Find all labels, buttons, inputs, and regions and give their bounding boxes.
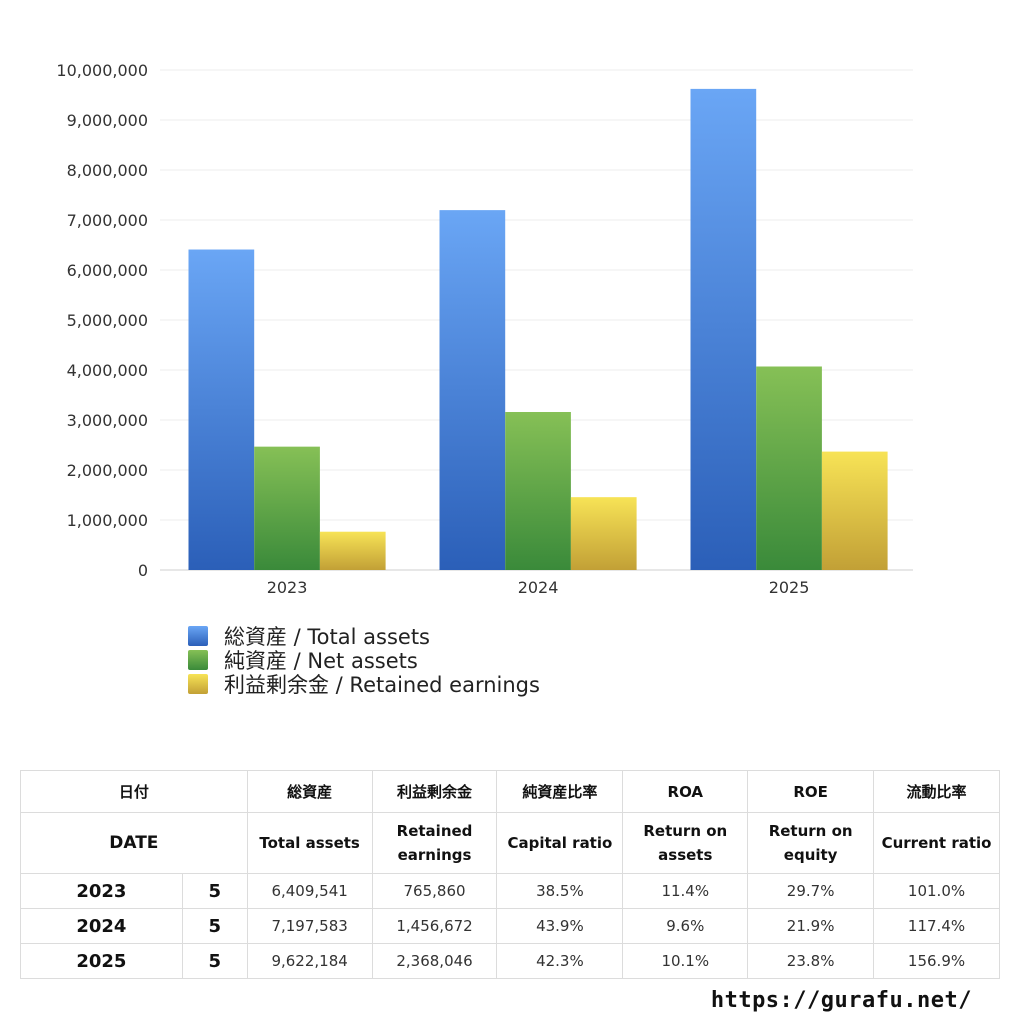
cell-current-ratio: 117.4%: [873, 908, 1000, 944]
cell-total-assets: 9,622,184: [246, 943, 373, 979]
cell-retained-earnings: 1,456,672: [371, 908, 498, 944]
y-tick-label: 9,000,000: [67, 111, 148, 130]
header-roa-en: Return on assets: [622, 812, 749, 874]
bar-total-assets: [690, 88, 757, 570]
table-row: 2025 5 9,622,184 2,368,046 42.3% 10.1% 2…: [20, 943, 1000, 979]
cell-roa: 11.4%: [622, 873, 749, 909]
y-tick-label: 7,000,000: [67, 211, 148, 230]
legend-item-net-assets: 純資産 / Net assets: [188, 648, 540, 673]
header-current-ratio-ja: 流動比率: [873, 770, 1000, 813]
cell-current-ratio: 101.0%: [873, 873, 1000, 909]
bar-retained-earnings: [821, 451, 888, 570]
y-tick-label: 5,000,000: [67, 311, 148, 330]
y-tick-label: 3,000,000: [67, 411, 148, 430]
header-total-assets-en: Total assets: [246, 812, 373, 874]
financial-table: 日付 総資産 利益剰余金 純資産比率 ROA ROE 流動比率 DATE Tot…: [20, 770, 1000, 979]
legend-label-net-assets: 純資産 / Net assets: [224, 649, 418, 673]
legend-swatch-net-assets: [188, 650, 208, 670]
cell-roe: 29.7%: [747, 873, 875, 909]
legend-swatch-retained-earnings: [188, 674, 208, 694]
header-current-ratio-en: Current ratio: [873, 812, 1000, 874]
cell-month: 5: [181, 908, 248, 944]
bar-net-assets: [254, 446, 320, 570]
bar-net-assets: [756, 366, 822, 570]
cell-roa: 9.6%: [622, 908, 749, 944]
header-roe-en: Return on equity: [747, 812, 875, 874]
bar-total-assets: [188, 249, 255, 570]
table-header-ja: 日付 総資産 利益剰余金 純資産比率 ROA ROE 流動比率: [20, 770, 1000, 813]
cell-roa: 10.1%: [622, 943, 749, 979]
bar-chart: 0 1,000,000 2,000,000 3,000,000 4,000,000 5,0…: [56, 61, 913, 597]
y-tick-label: 0: [138, 561, 148, 580]
cell-roe: 21.9%: [747, 908, 875, 944]
bar-total-assets: [439, 210, 506, 570]
legend-label-retained-earnings: 利益剰余金 / Retained earnings: [224, 673, 540, 697]
y-tick-label: 8,000,000: [67, 161, 148, 180]
legend-item-retained-earnings: 利益剰余金 / Retained earnings: [188, 672, 540, 697]
table-row: 2024 5 7,197,583 1,456,672 43.9% 9.6% 21…: [20, 908, 1000, 944]
cell-capital-ratio: 43.9%: [496, 908, 624, 944]
legend-swatch-total-assets: [188, 626, 208, 646]
x-tick-label: 2025: [769, 578, 810, 597]
chart-legend: 総資産 / Total assets 純資産 / Net assets 利益剰余…: [188, 624, 540, 697]
x-tick-label: 2023: [267, 578, 308, 597]
cell-retained-earnings: 2,368,046: [371, 943, 498, 979]
legend-label-total-assets: 総資産 / Total assets: [224, 625, 430, 649]
header-date-en: DATE: [20, 812, 248, 874]
cell-total-assets: 6,409,541: [246, 873, 373, 909]
cell-current-ratio: 156.9%: [873, 943, 1000, 979]
header-retained-earnings-ja: 利益剰余金: [371, 770, 498, 813]
header-capital-ratio-en: Capital ratio: [496, 812, 624, 874]
y-tick-label: 10,000,000: [56, 61, 148, 80]
cell-month: 5: [181, 943, 248, 979]
header-capital-ratio-ja: 純資産比率: [496, 770, 624, 813]
cell-total-assets: 7,197,583: [246, 908, 373, 944]
bar-retained-earnings: [319, 531, 386, 570]
cell-roe: 23.8%: [747, 943, 875, 979]
header-total-assets-ja: 総資産: [246, 770, 373, 813]
table-header-en: DATE Total assets Retained earnings Capi…: [20, 812, 1000, 874]
site-url[interactable]: https://gurafu.net/: [710, 988, 972, 1013]
header-date-ja: 日付: [20, 770, 248, 813]
x-tick-label: 2024: [518, 578, 559, 597]
y-tick-label: 4,000,000: [67, 361, 148, 380]
cell-capital-ratio: 42.3%: [496, 943, 624, 979]
bar-retained-earnings: [570, 497, 637, 570]
y-tick-label: 1,000,000: [67, 511, 148, 530]
bar-net-assets: [505, 412, 571, 570]
header-roa-ja: ROA: [622, 770, 749, 813]
table-row: 2023 5 6,409,541 765,860 38.5% 11.4% 29.…: [20, 873, 1000, 909]
cell-year: 2025: [20, 943, 183, 979]
header-retained-earnings-en: Retained earnings: [371, 812, 498, 874]
header-roe-ja: ROE: [747, 770, 875, 813]
y-tick-label: 2,000,000: [67, 461, 148, 480]
cell-year: 2023: [20, 873, 183, 909]
y-tick-label: 6,000,000: [67, 261, 148, 280]
legend-item-total-assets: 総資産 / Total assets: [188, 624, 540, 649]
cell-retained-earnings: 765,860: [371, 873, 498, 909]
cell-year: 2024: [20, 908, 183, 944]
cell-month: 5: [181, 873, 248, 909]
cell-capital-ratio: 38.5%: [496, 873, 624, 909]
